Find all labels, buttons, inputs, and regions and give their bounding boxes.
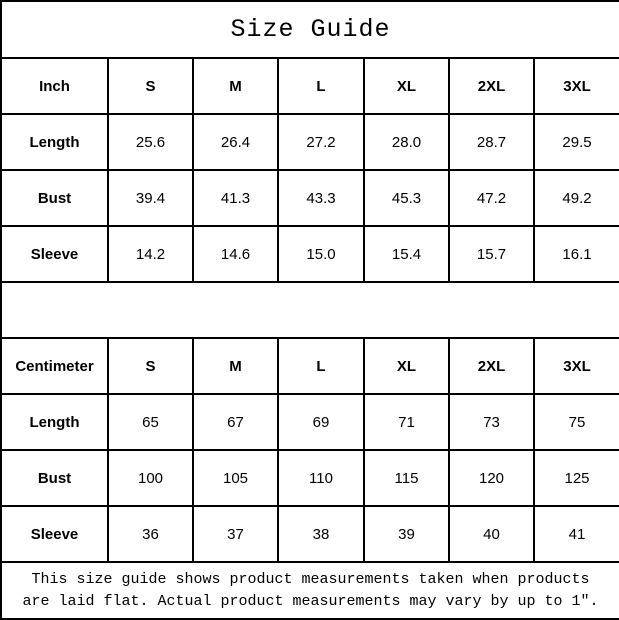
value-cell: 45.3	[363, 169, 450, 227]
value-cell: 47.2	[448, 169, 535, 227]
value-cell: 15.4	[363, 225, 450, 283]
value-cell: 37	[192, 505, 279, 563]
row-label-length: Length	[0, 113, 109, 171]
table-row: Sleeve 14.2 14.6 15.0 15.4 15.7 16.1	[0, 225, 619, 283]
table-row: Bust 39.4 41.3 43.3 45.3 47.2 49.2	[0, 169, 619, 227]
title-row: Size Guide	[0, 0, 619, 59]
row-label-bust: Bust	[0, 169, 109, 227]
size-header-m: M	[192, 337, 279, 395]
value-cell: 120	[448, 449, 535, 507]
unit-header-centimeter: Centimeter	[0, 337, 109, 395]
value-cell: 28.0	[363, 113, 450, 171]
size-header-xl: XL	[363, 337, 450, 395]
size-header-2xl: 2XL	[448, 57, 535, 115]
table-row: Bust 100 105 110 115 120 125	[0, 449, 619, 507]
value-cell: 25.6	[107, 113, 194, 171]
value-cell: 115	[363, 449, 450, 507]
size-header-s: S	[107, 57, 194, 115]
value-cell: 43.3	[277, 169, 365, 227]
value-cell: 16.1	[532, 225, 619, 283]
table-row: Length 65 67 69 71 73 75	[0, 393, 619, 451]
value-cell: 27.2	[277, 113, 365, 171]
value-cell: 73	[448, 393, 535, 451]
value-cell: 29.5	[532, 113, 619, 171]
footer-note: This size guide shows product measuremen…	[22, 570, 599, 610]
size-header-3xl: 3XL	[532, 57, 619, 115]
value-cell: 15.7	[448, 225, 535, 283]
value-cell: 26.4	[192, 113, 279, 171]
value-cell: 41	[532, 505, 619, 563]
table-row: Sleeve 36 37 38 39 40 41	[0, 505, 619, 563]
value-cell: 69	[277, 393, 365, 451]
value-cell: 125	[532, 449, 619, 507]
row-label-length: Length	[0, 393, 109, 451]
value-cell: 40	[448, 505, 535, 563]
value-cell: 71	[363, 393, 450, 451]
unit-header-inch: Inch	[0, 57, 109, 115]
value-cell: 105	[192, 449, 279, 507]
value-cell: 15.0	[277, 225, 365, 283]
value-cell: 39.4	[107, 169, 194, 227]
value-cell: 110	[277, 449, 365, 507]
value-cell: 49.2	[532, 169, 619, 227]
value-cell: 41.3	[192, 169, 279, 227]
size-header-m: M	[192, 57, 279, 115]
row-label-bust: Bust	[0, 449, 109, 507]
value-cell: 28.7	[448, 113, 535, 171]
value-cell: 38	[277, 505, 365, 563]
value-cell: 75	[532, 393, 619, 451]
size-header-l: L	[277, 57, 365, 115]
value-cell: 67	[192, 393, 279, 451]
value-cell: 39	[363, 505, 450, 563]
value-cell: 14.2	[107, 225, 194, 283]
row-label-sleeve: Sleeve	[0, 505, 109, 563]
value-cell: 65	[107, 393, 194, 451]
spacer-cell	[0, 281, 619, 339]
inch-header-row: Inch S M L XL 2XL 3XL	[0, 57, 619, 115]
value-cell: 36	[107, 505, 194, 563]
size-header-3xl: 3XL	[532, 337, 619, 395]
size-header-s: S	[107, 337, 194, 395]
table-row: Length 25.6 26.4 27.2 28.0 28.7 29.5	[0, 113, 619, 171]
size-header-2xl: 2XL	[448, 337, 535, 395]
footer-row: This size guide shows product measuremen…	[0, 561, 619, 620]
footer-note-cell: This size guide shows product measuremen…	[0, 561, 619, 620]
value-cell: 100	[107, 449, 194, 507]
spacer-row	[0, 281, 619, 339]
value-cell: 14.6	[192, 225, 279, 283]
centimeter-header-row: Centimeter S M L XL 2XL 3XL	[0, 337, 619, 395]
page-title: Size Guide	[0, 0, 619, 59]
size-header-l: L	[277, 337, 365, 395]
size-header-xl: XL	[363, 57, 450, 115]
row-label-sleeve: Sleeve	[0, 225, 109, 283]
